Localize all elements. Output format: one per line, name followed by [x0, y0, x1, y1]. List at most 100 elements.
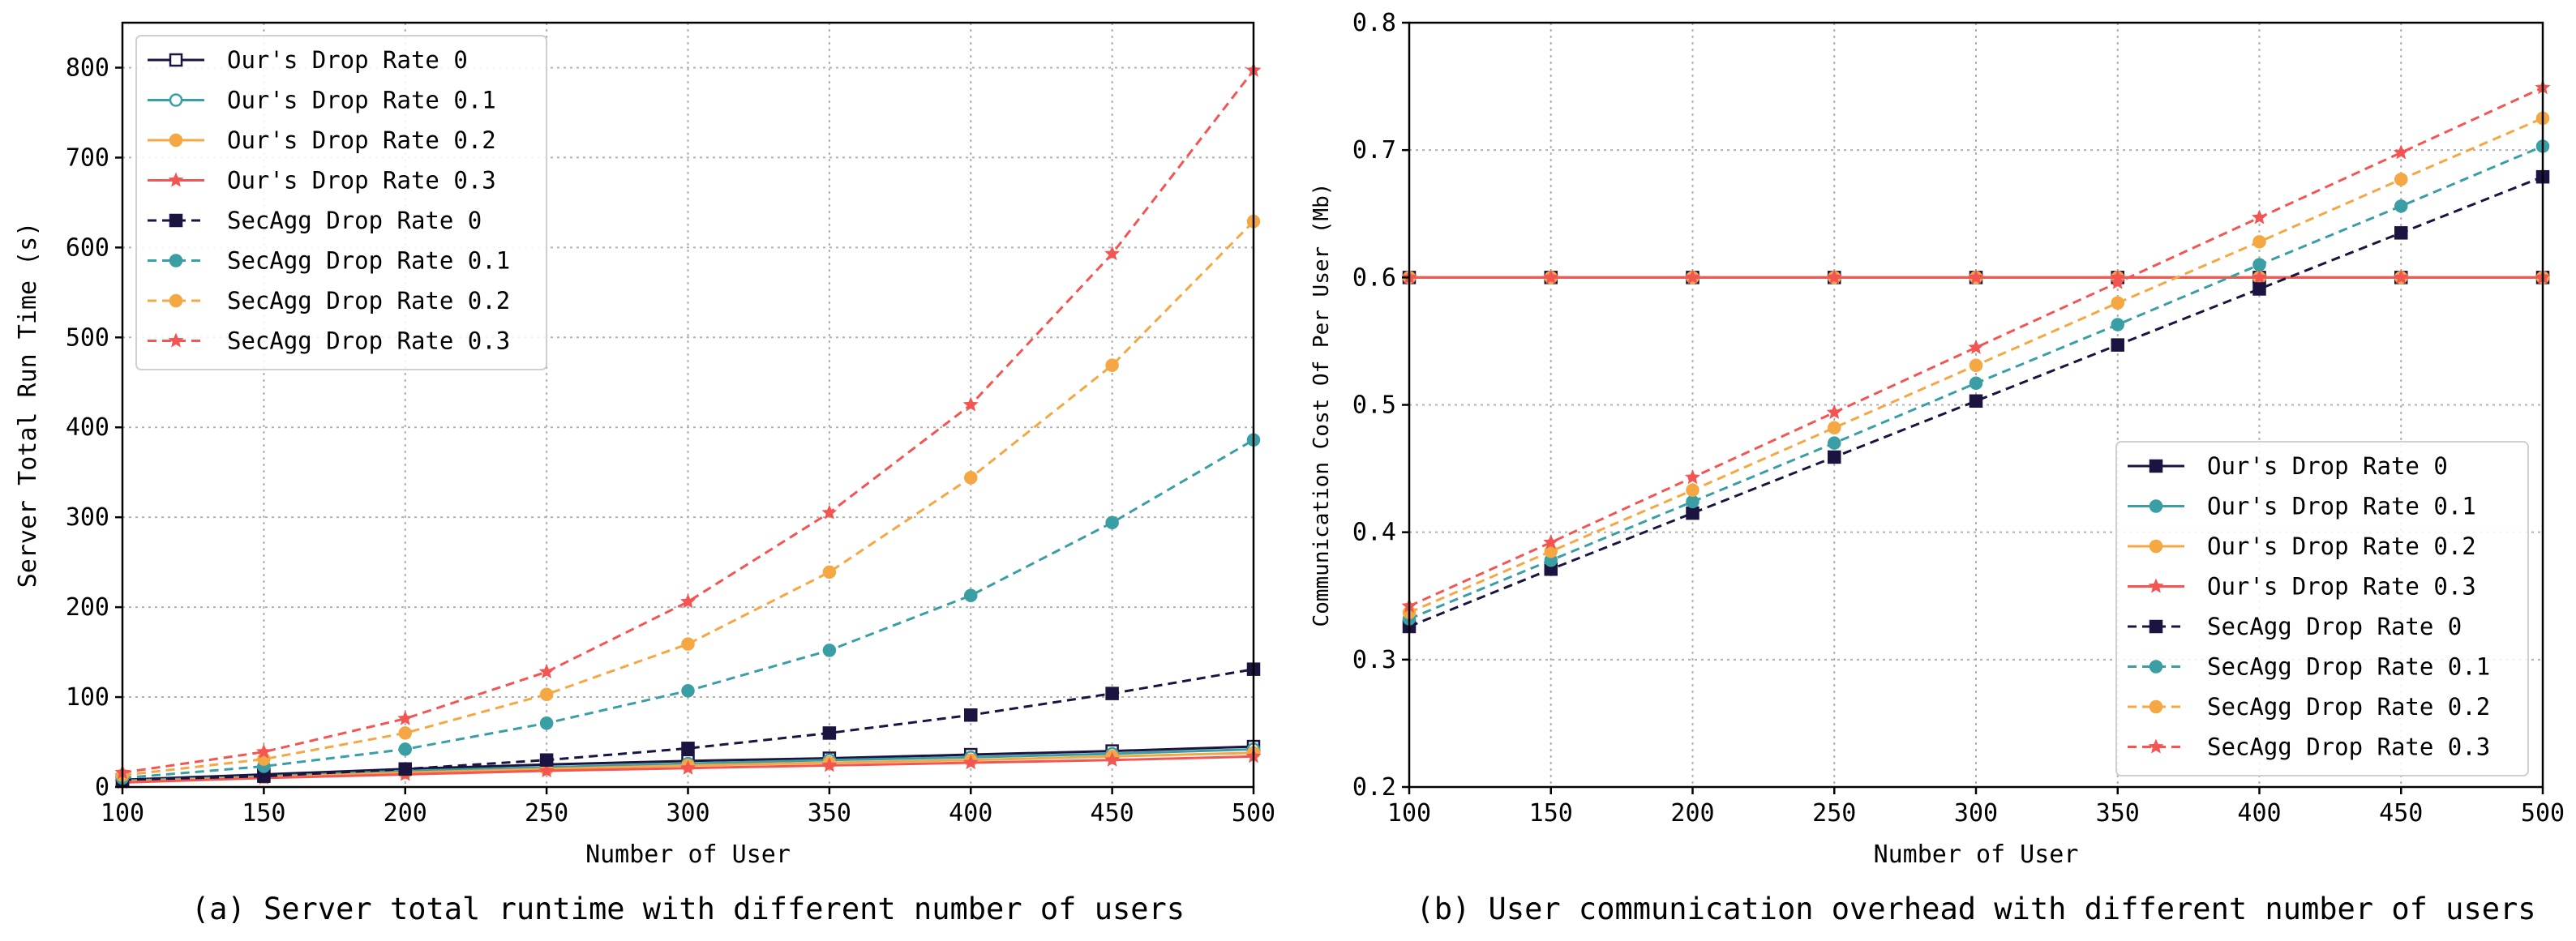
legend-label: SecAgg Drop Rate 0.1 — [227, 247, 510, 275]
data-point — [1543, 269, 1559, 284]
legend-swatch-marker — [2149, 539, 2163, 554]
data-point — [821, 757, 838, 772]
data-point — [1828, 421, 1841, 435]
x-tick-label: 400 — [949, 799, 992, 828]
data-point — [1828, 436, 1841, 450]
data-point — [680, 759, 696, 775]
data-point — [2111, 318, 2124, 331]
legend-item: Our's Drop Rate 0.2 — [2128, 533, 2476, 560]
data-point — [539, 753, 554, 767]
data-point — [962, 396, 979, 412]
data-point — [1104, 246, 1121, 261]
data-point — [822, 644, 837, 657]
data-point — [964, 471, 978, 485]
data-point — [2394, 226, 2408, 240]
data-point — [680, 593, 696, 609]
y-tick-label: 0.2 — [1352, 773, 1396, 802]
data-point — [1105, 515, 1119, 530]
legend-box — [2115, 441, 2529, 776]
legend-item: SecAgg Drop Rate 0.1 — [2128, 653, 2490, 681]
y-tick-label: 0.8 — [1352, 9, 1396, 37]
data-point — [822, 726, 837, 740]
legend-swatch-marker — [168, 172, 184, 187]
legend-label: SecAgg Drop Rate 0.3 — [2207, 734, 2490, 761]
x-tick-label: 400 — [2237, 799, 2281, 828]
legend-swatch-marker — [169, 133, 183, 148]
data-point — [2252, 258, 2266, 272]
series-line — [122, 69, 1255, 774]
y-tick-label: 800 — [66, 53, 109, 82]
series-4 — [1401, 269, 2551, 284]
data-point — [2252, 269, 2267, 284]
y-tick-label: 600 — [66, 233, 109, 262]
y-tick-label: 200 — [66, 593, 109, 622]
x-axis-label: Number of User — [585, 840, 791, 869]
data-point — [397, 710, 414, 725]
legend-swatch-marker — [2149, 499, 2163, 513]
data-point — [398, 726, 412, 740]
series-5 — [115, 662, 1261, 787]
legend-item: SecAgg Drop Rate 0.2 — [2128, 693, 2490, 721]
legend-item: Our's Drop Rate 0 — [2128, 452, 2448, 480]
data-point — [538, 763, 555, 778]
legend-item: Our's Drop Rate 0.1 — [148, 87, 496, 114]
data-point — [2393, 269, 2409, 284]
x-tick-label: 500 — [2521, 799, 2565, 828]
legend-swatch-marker — [2149, 660, 2163, 674]
legend-label: SecAgg Drop Rate 0.1 — [2207, 653, 2490, 681]
y-tick-label: 700 — [66, 143, 109, 172]
data-point — [1968, 339, 1984, 354]
data-point — [2110, 274, 2126, 289]
legend-swatch-marker — [169, 293, 183, 308]
legend-item: SecAgg Drop Rate 0.2 — [148, 287, 510, 314]
chart-caption: (b) User communication overhead with dif… — [1416, 892, 2535, 926]
x-tick-label: 350 — [808, 799, 851, 828]
data-point — [1969, 394, 1983, 408]
data-point — [539, 716, 554, 730]
data-point — [962, 755, 979, 770]
data-point — [1686, 506, 1699, 520]
legend-swatch-marker — [2148, 738, 2164, 754]
x-tick-label: 500 — [1232, 799, 1275, 828]
data-point — [964, 708, 978, 722]
y-tick-label: 500 — [66, 323, 109, 352]
data-point — [1105, 687, 1119, 700]
legend-item: Our's Drop Rate 0.3 — [148, 167, 496, 195]
series-line — [122, 220, 1255, 777]
x-axis-label: Number of User — [1874, 840, 2079, 869]
runtime-chart-panel: 100 150 200 250 300 350 400 450 5000100200300400… — [14, 21, 1275, 926]
communication-chart-panel: 100 150 200 250 300 350 400 450 500 0.2 0.3 0.4 0.5 0… — [1309, 9, 2565, 926]
legend-label: SecAgg Drop Rate 0.2 — [227, 287, 510, 314]
legend-item: SecAgg Drop Rate 0 — [148, 207, 482, 234]
data-point — [2111, 338, 2124, 352]
legend-swatch-marker — [2149, 619, 2163, 634]
y-tick-label: 0.4 — [1352, 519, 1396, 547]
data-point — [398, 762, 412, 776]
legend-swatch-marker — [168, 332, 184, 348]
x-tick-label: 100 — [101, 799, 144, 828]
legend-label: Our's Drop Rate 0.3 — [227, 167, 496, 195]
x-tick-label: 450 — [1091, 799, 1134, 828]
y-tick-label: 400 — [66, 413, 109, 442]
data-point — [681, 742, 695, 755]
legend-label: Our's Drop Rate 0.2 — [227, 126, 496, 154]
data-point — [1543, 534, 1559, 550]
data-point — [1969, 376, 1983, 391]
y-tick-label: 0.5 — [1352, 391, 1396, 420]
data-point — [2252, 209, 2267, 225]
data-point — [681, 637, 695, 651]
x-tick-label: 450 — [2379, 799, 2423, 828]
data-point — [255, 743, 272, 759]
legend-label: Our's Drop Rate 0.3 — [2207, 573, 2476, 601]
legend-item: Our's Drop Rate 0.3 — [2128, 573, 2476, 601]
data-point — [1685, 469, 1700, 485]
x-tick-label: 200 — [1670, 799, 1714, 828]
legend-swatch-marker — [2149, 459, 2163, 473]
data-point — [822, 565, 837, 580]
legend-label: Our's Drop Rate 0.1 — [227, 87, 496, 114]
data-point — [821, 504, 838, 520]
legend-label: SecAgg Drop Rate 0 — [2207, 613, 2462, 640]
legend-swatch-marker — [169, 93, 183, 107]
data-point — [1686, 494, 1699, 509]
